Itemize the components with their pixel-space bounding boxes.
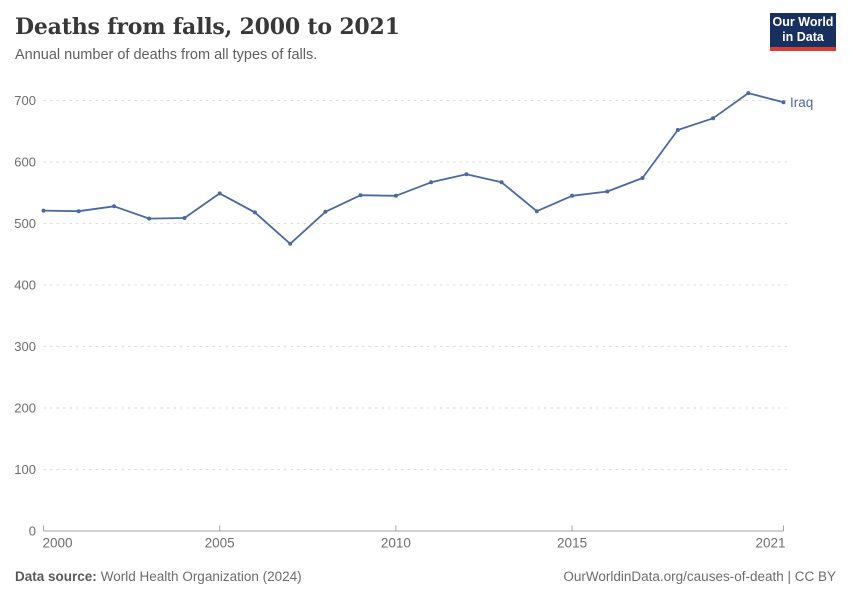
chart-header: Deaths from falls, 2000 to 2021 Annual n… (0, 0, 850, 85)
chart-footer: Data source: World Health Organization (2… (0, 560, 850, 600)
data-point-marker[interactable] (605, 189, 610, 194)
data-point-marker[interactable] (182, 216, 187, 220)
y-axis-tick-label: 400 (14, 278, 36, 293)
y-axis-tick-label: 100 (14, 462, 36, 477)
x-axis-tick-label: 2010 (381, 536, 411, 551)
data-source-note: Data source: World Health Organization (2… (15, 568, 302, 586)
x-axis-tick-label: 2005 (205, 536, 235, 551)
data-point-marker[interactable] (358, 193, 363, 198)
page-title: Deaths from falls, 2000 to 2021 (15, 14, 400, 40)
data-point-marker[interactable] (640, 176, 645, 180)
data-source-value: World Health Organization (2024) (100, 569, 302, 584)
y-axis-tick-label: 200 (14, 401, 36, 416)
x-axis-tick-label: 2021 (755, 536, 785, 551)
footer-credit-link[interactable]: OurWorldinData.org/causes-of-death | CC … (563, 569, 836, 584)
data-point-marker[interactable] (252, 210, 257, 215)
data-point-marker[interactable] (464, 172, 469, 177)
data-point-marker[interactable] (393, 193, 398, 198)
x-axis-tick-label: 2015 (557, 536, 587, 551)
y-axis-tick-label: 500 (14, 216, 36, 231)
chart-canvas[interactable]: 0 100 200 300 400 500 600 700 2000 2005 2010 2015 20… (0, 85, 850, 560)
data-point-marker[interactable] (112, 204, 116, 209)
data-point-marker[interactable] (534, 209, 539, 214)
data-point-marker[interactable] (711, 116, 715, 121)
data-source-label: Data source: (15, 569, 97, 584)
data-point-marker[interactable] (217, 191, 222, 196)
y-axis-tick-label: 600 (14, 155, 36, 170)
series-line-iraq[interactable] (42, 92, 785, 245)
data-point-marker[interactable] (288, 241, 293, 246)
x-axis-tick-label: 2000 (43, 536, 73, 551)
data-point-marker[interactable] (323, 209, 328, 214)
owid-logo-line2: in Data (782, 30, 824, 44)
y-axis-tick-label: 300 (14, 339, 36, 354)
data-point-marker[interactable] (76, 209, 81, 214)
y-axis-tick-label: 700 (14, 93, 36, 108)
data-point-marker[interactable] (570, 193, 575, 198)
line-chart[interactable]: 0 100 200 300 400 500 600 700 2000 2005 2010 2015 20… (0, 85, 850, 560)
data-point-marker[interactable] (781, 100, 786, 105)
data-point-marker[interactable] (499, 180, 504, 185)
owid-logo[interactable]: Our World in Data (770, 13, 836, 51)
owid-logo-line1: Our World (772, 14, 834, 29)
series-label-iraq[interactable]: Iraq (790, 95, 813, 110)
data-point-marker[interactable] (41, 208, 46, 213)
data-point-marker[interactable] (746, 91, 751, 96)
data-point-marker[interactable] (675, 128, 680, 132)
data-point-marker[interactable] (429, 180, 434, 185)
page-subtitle: Annual number of deaths from all types o… (15, 47, 318, 64)
data-point-marker[interactable] (147, 216, 152, 221)
y-axis-tick-label: 0 (29, 524, 36, 539)
